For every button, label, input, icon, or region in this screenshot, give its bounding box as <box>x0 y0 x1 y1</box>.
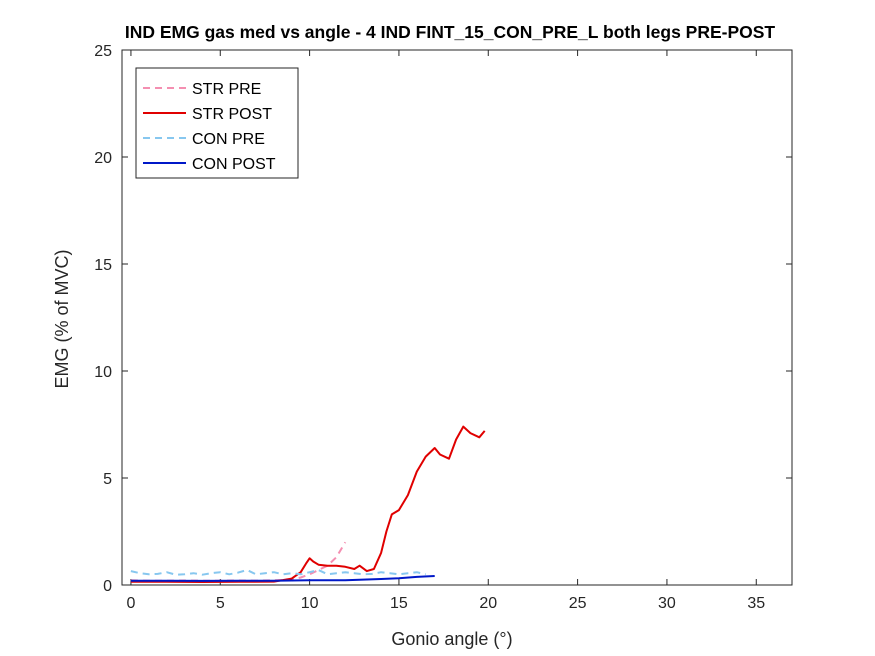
legend-label-con-post: CON POST <box>192 156 276 173</box>
y-tick-label: 5 <box>103 471 112 488</box>
series-line-con-post <box>130 575 435 582</box>
x-tick-label: 35 <box>747 595 765 612</box>
y-tick-label: 0 <box>103 578 112 595</box>
plot-area: 0 5 10 15 20 25 30 35 0 5 10 15 20 25 <box>94 43 793 612</box>
legend-box <box>135 67 299 179</box>
plot-frame <box>121 49 793 586</box>
x-tick-label: 15 <box>390 595 408 612</box>
x-tick-label: 5 <box>216 595 225 612</box>
y-tick-label: 15 <box>94 257 112 274</box>
axes: 0 5 10 15 20 25 30 35 0 5 10 15 20 25 <box>94 43 792 612</box>
legend: STR PRE STR POST CON PRE CON POST <box>135 67 299 179</box>
y-tick-label: 10 <box>94 364 112 381</box>
series-line-con-pre <box>130 569 426 576</box>
legend-label-str-post: STR POST <box>192 106 272 123</box>
x-tick-label: 30 <box>658 595 676 612</box>
x-tick-label: 0 <box>126 595 135 612</box>
x-tick-label: 25 <box>569 595 587 612</box>
y-tick-label: 25 <box>94 43 112 60</box>
y-axis-label: EMG (% of MVC) <box>52 249 72 388</box>
x-tick-label: 10 <box>301 595 319 612</box>
x-tick-label: 20 <box>479 595 497 612</box>
series-line-str-post <box>130 425 486 583</box>
chart-title: IND EMG gas med vs angle - 4 IND FINT_15… <box>125 22 776 42</box>
legend-label-str-pre: STR PRE <box>192 81 261 98</box>
y-tick-label: 20 <box>94 150 112 167</box>
series-lines <box>130 425 486 583</box>
x-axis-label: Gonio angle (°) <box>391 629 512 649</box>
legend-label-con-pre: CON PRE <box>192 131 265 148</box>
